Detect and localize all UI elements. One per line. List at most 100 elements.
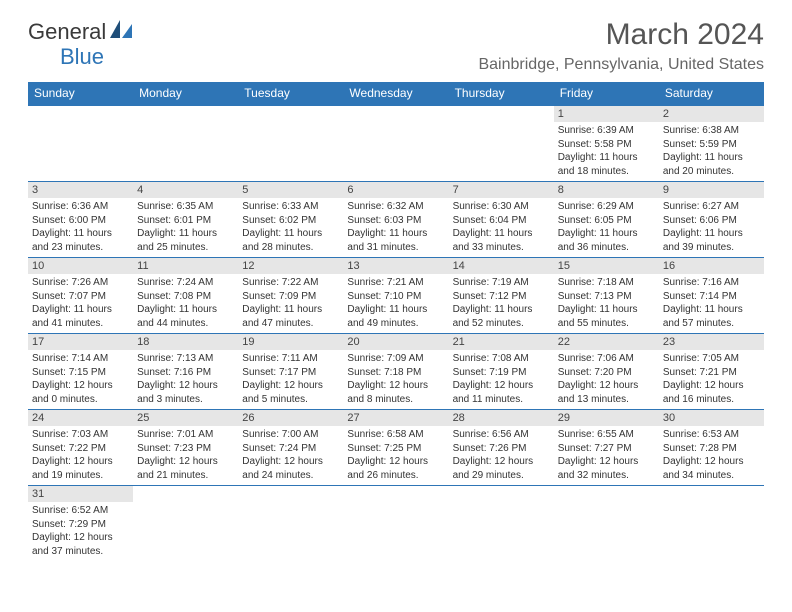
sunrise-text: Sunrise: 6:56 AM bbox=[453, 428, 550, 442]
sunrise-text: Sunrise: 6:39 AM bbox=[558, 124, 655, 138]
calendar-day-cell: 24Sunrise: 7:03 AMSunset: 7:22 PMDayligh… bbox=[28, 410, 133, 486]
sunset-text: Sunset: 7:26 PM bbox=[453, 442, 550, 456]
day-details: Sunrise: 7:16 AMSunset: 7:14 PMDaylight:… bbox=[663, 276, 760, 330]
calendar-day-cell: 7Sunrise: 6:30 AMSunset: 6:04 PMDaylight… bbox=[449, 182, 554, 258]
day-number: 1 bbox=[554, 106, 659, 122]
calendar-day-cell bbox=[554, 486, 659, 562]
calendar-body: 1 Sunrise: 6:39 AMSunset: 5:58 PMDaylight… bbox=[28, 105, 764, 561]
calendar-day-cell bbox=[238, 486, 343, 562]
day-number: 21 bbox=[449, 334, 554, 350]
day-number: 28 bbox=[449, 410, 554, 426]
day-number: 13 bbox=[343, 258, 448, 274]
calendar-day-cell: 4Sunrise: 6:35 AMSunset: 6:01 PMDaylight… bbox=[133, 182, 238, 258]
sunrise-text: Sunrise: 7:00 AM bbox=[242, 428, 339, 442]
day-details: Sunrise: 7:03 AMSunset: 7:22 PMDaylight:… bbox=[32, 428, 129, 482]
weekday-header: Thursday bbox=[449, 82, 554, 105]
day-details: Sunrise: 7:26 AMSunset: 7:07 PMDaylight:… bbox=[32, 276, 129, 330]
daylight-text: Daylight: 11 hours and 25 minutes. bbox=[137, 227, 234, 254]
calendar-day-cell: 21Sunrise: 7:08 AMSunset: 7:19 PMDayligh… bbox=[449, 334, 554, 410]
sunset-text: Sunset: 7:24 PM bbox=[242, 442, 339, 456]
daylight-text: Daylight: 12 hours and 24 minutes. bbox=[242, 455, 339, 482]
calendar-day-cell: 27Sunrise: 6:58 AMSunset: 7:25 PMDayligh… bbox=[343, 410, 448, 486]
day-details: Sunrise: 7:18 AMSunset: 7:13 PMDaylight:… bbox=[558, 276, 655, 330]
sunrise-text: Sunrise: 6:36 AM bbox=[32, 200, 129, 214]
calendar-day-cell bbox=[449, 486, 554, 562]
day-number: 6 bbox=[343, 182, 448, 198]
sunset-text: Sunset: 6:00 PM bbox=[32, 214, 129, 228]
page-title: March 2024 bbox=[606, 18, 764, 52]
sunset-text: Sunset: 7:23 PM bbox=[137, 442, 234, 456]
daylight-text: Daylight: 12 hours and 32 minutes. bbox=[558, 455, 655, 482]
calendar-week-row: 10Sunrise: 7:26 AMSunset: 7:07 PMDayligh… bbox=[28, 258, 764, 334]
calendar-day-cell bbox=[343, 486, 448, 562]
sunset-text: Sunset: 7:15 PM bbox=[32, 366, 129, 380]
daylight-text: Daylight: 11 hours and 47 minutes. bbox=[242, 303, 339, 330]
sunrise-text: Sunrise: 7:05 AM bbox=[663, 352, 760, 366]
daylight-text: Daylight: 12 hours and 29 minutes. bbox=[453, 455, 550, 482]
sunset-text: Sunset: 6:05 PM bbox=[558, 214, 655, 228]
daylight-text: Daylight: 11 hours and 20 minutes. bbox=[663, 151, 760, 178]
calendar-day-cell bbox=[343, 105, 448, 182]
calendar-header-row: SundayMondayTuesdayWednesdayThursdayFrid… bbox=[28, 82, 764, 105]
sunrise-text: Sunrise: 6:30 AM bbox=[453, 200, 550, 214]
day-details: Sunrise: 6:53 AMSunset: 7:28 PMDaylight:… bbox=[663, 428, 760, 482]
calendar-day-cell: 3Sunrise: 6:36 AMSunset: 6:00 PMDaylight… bbox=[28, 182, 133, 258]
calendar-day-cell: 17 Sunrise: 7:14 AMSunset: 7:15 PMDayligh… bbox=[28, 334, 133, 410]
day-number: 22 bbox=[554, 334, 659, 350]
calendar-day-cell: 18Sunrise: 7:13 AMSunset: 7:16 PMDayligh… bbox=[133, 334, 238, 410]
daylight-text: Daylight: 11 hours and 41 minutes. bbox=[32, 303, 129, 330]
calendar-day-cell: 20 Sunrise: 7:09 AMSunset: 7:18 PMDayligh… bbox=[343, 334, 448, 410]
daylight-text: Daylight: 11 hours and 44 minutes. bbox=[137, 303, 234, 330]
day-number: 20 bbox=[343, 334, 448, 350]
day-number: 19 bbox=[238, 334, 343, 350]
day-details: Sunrise: 6:58 AMSunset: 7:25 PMDaylight:… bbox=[347, 428, 444, 482]
daylight-text: Daylight: 11 hours and 57 minutes. bbox=[663, 303, 760, 330]
sunrise-text: Sunrise: 6:55 AM bbox=[558, 428, 655, 442]
sunset-text: Sunset: 6:04 PM bbox=[453, 214, 550, 228]
calendar-day-cell: 22 Sunrise: 7:06 AMSunset: 7:20 PMDayligh… bbox=[554, 334, 659, 410]
calendar-day-cell: 15Sunrise: 7:18 AMSunset: 7:13 PMDayligh… bbox=[554, 258, 659, 334]
sunrise-text: Sunrise: 7:26 AM bbox=[32, 276, 129, 290]
calendar-week-row: 3Sunrise: 6:36 AMSunset: 6:00 PMDaylight… bbox=[28, 182, 764, 258]
day-details: Sunrise: 7:06 AMSunset: 7:20 PMDaylight:… bbox=[558, 352, 655, 406]
day-details: Sunrise: 7:01 AMSunset: 7:23 PMDaylight:… bbox=[137, 428, 234, 482]
day-details: Sunrise: 7:09 AMSunset: 7:18 PMDaylight:… bbox=[347, 352, 444, 406]
day-number: 12 bbox=[238, 258, 343, 274]
day-details: Sunrise: 7:05 AMSunset: 7:21 PMDaylight:… bbox=[663, 352, 760, 406]
weekday-header: Monday bbox=[133, 82, 238, 105]
day-number: 31 bbox=[28, 486, 133, 502]
sunset-text: Sunset: 5:59 PM bbox=[663, 138, 760, 152]
day-details: Sunrise: 6:39 AMSunset: 5:58 PMDaylight:… bbox=[558, 124, 655, 178]
sunset-text: Sunset: 7:22 PM bbox=[32, 442, 129, 456]
sunset-text: Sunset: 6:02 PM bbox=[242, 214, 339, 228]
day-details: Sunrise: 6:27 AMSunset: 6:06 PMDaylight:… bbox=[663, 200, 760, 254]
sunrise-text: Sunrise: 6:29 AM bbox=[558, 200, 655, 214]
day-number: 17 bbox=[28, 334, 133, 350]
calendar-day-cell bbox=[659, 486, 764, 562]
calendar-day-cell: 11Sunrise: 7:24 AMSunset: 7:08 PMDayligh… bbox=[133, 258, 238, 334]
sunrise-text: Sunrise: 7:03 AM bbox=[32, 428, 129, 442]
sunset-text: Sunset: 7:07 PM bbox=[32, 290, 129, 304]
calendar-day-cell: 5Sunrise: 6:33 AMSunset: 6:02 PMDaylight… bbox=[238, 182, 343, 258]
sunset-text: Sunset: 7:17 PM bbox=[242, 366, 339, 380]
day-number: 18 bbox=[133, 334, 238, 350]
calendar-day-cell: 2Sunrise: 6:38 AMSunset: 5:59 PMDaylight… bbox=[659, 105, 764, 182]
sunset-text: Sunset: 7:29 PM bbox=[32, 518, 129, 532]
day-number: 23 bbox=[659, 334, 764, 350]
daylight-text: Daylight: 12 hours and 13 minutes. bbox=[558, 379, 655, 406]
day-details: Sunrise: 6:29 AMSunset: 6:05 PMDaylight:… bbox=[558, 200, 655, 254]
sunrise-text: Sunrise: 7:22 AM bbox=[242, 276, 339, 290]
calendar-day-cell: 10Sunrise: 7:26 AMSunset: 7:07 PMDayligh… bbox=[28, 258, 133, 334]
calendar-week-row: 17 Sunrise: 7:14 AMSunset: 7:15 PMDayligh… bbox=[28, 334, 764, 410]
brand-logo: General bbox=[28, 18, 134, 46]
calendar-day-cell bbox=[133, 486, 238, 562]
day-number: 25 bbox=[133, 410, 238, 426]
day-number: 16 bbox=[659, 258, 764, 274]
daylight-text: Daylight: 12 hours and 11 minutes. bbox=[453, 379, 550, 406]
day-details: Sunrise: 7:14 AMSunset: 7:15 PMDaylight:… bbox=[32, 352, 129, 406]
calendar-day-cell: 30Sunrise: 6:53 AMSunset: 7:28 PMDayligh… bbox=[659, 410, 764, 486]
calendar-day-cell bbox=[238, 105, 343, 182]
weekday-header: Friday bbox=[554, 82, 659, 105]
sunset-text: Sunset: 7:12 PM bbox=[453, 290, 550, 304]
weekday-header: Sunday bbox=[28, 82, 133, 105]
